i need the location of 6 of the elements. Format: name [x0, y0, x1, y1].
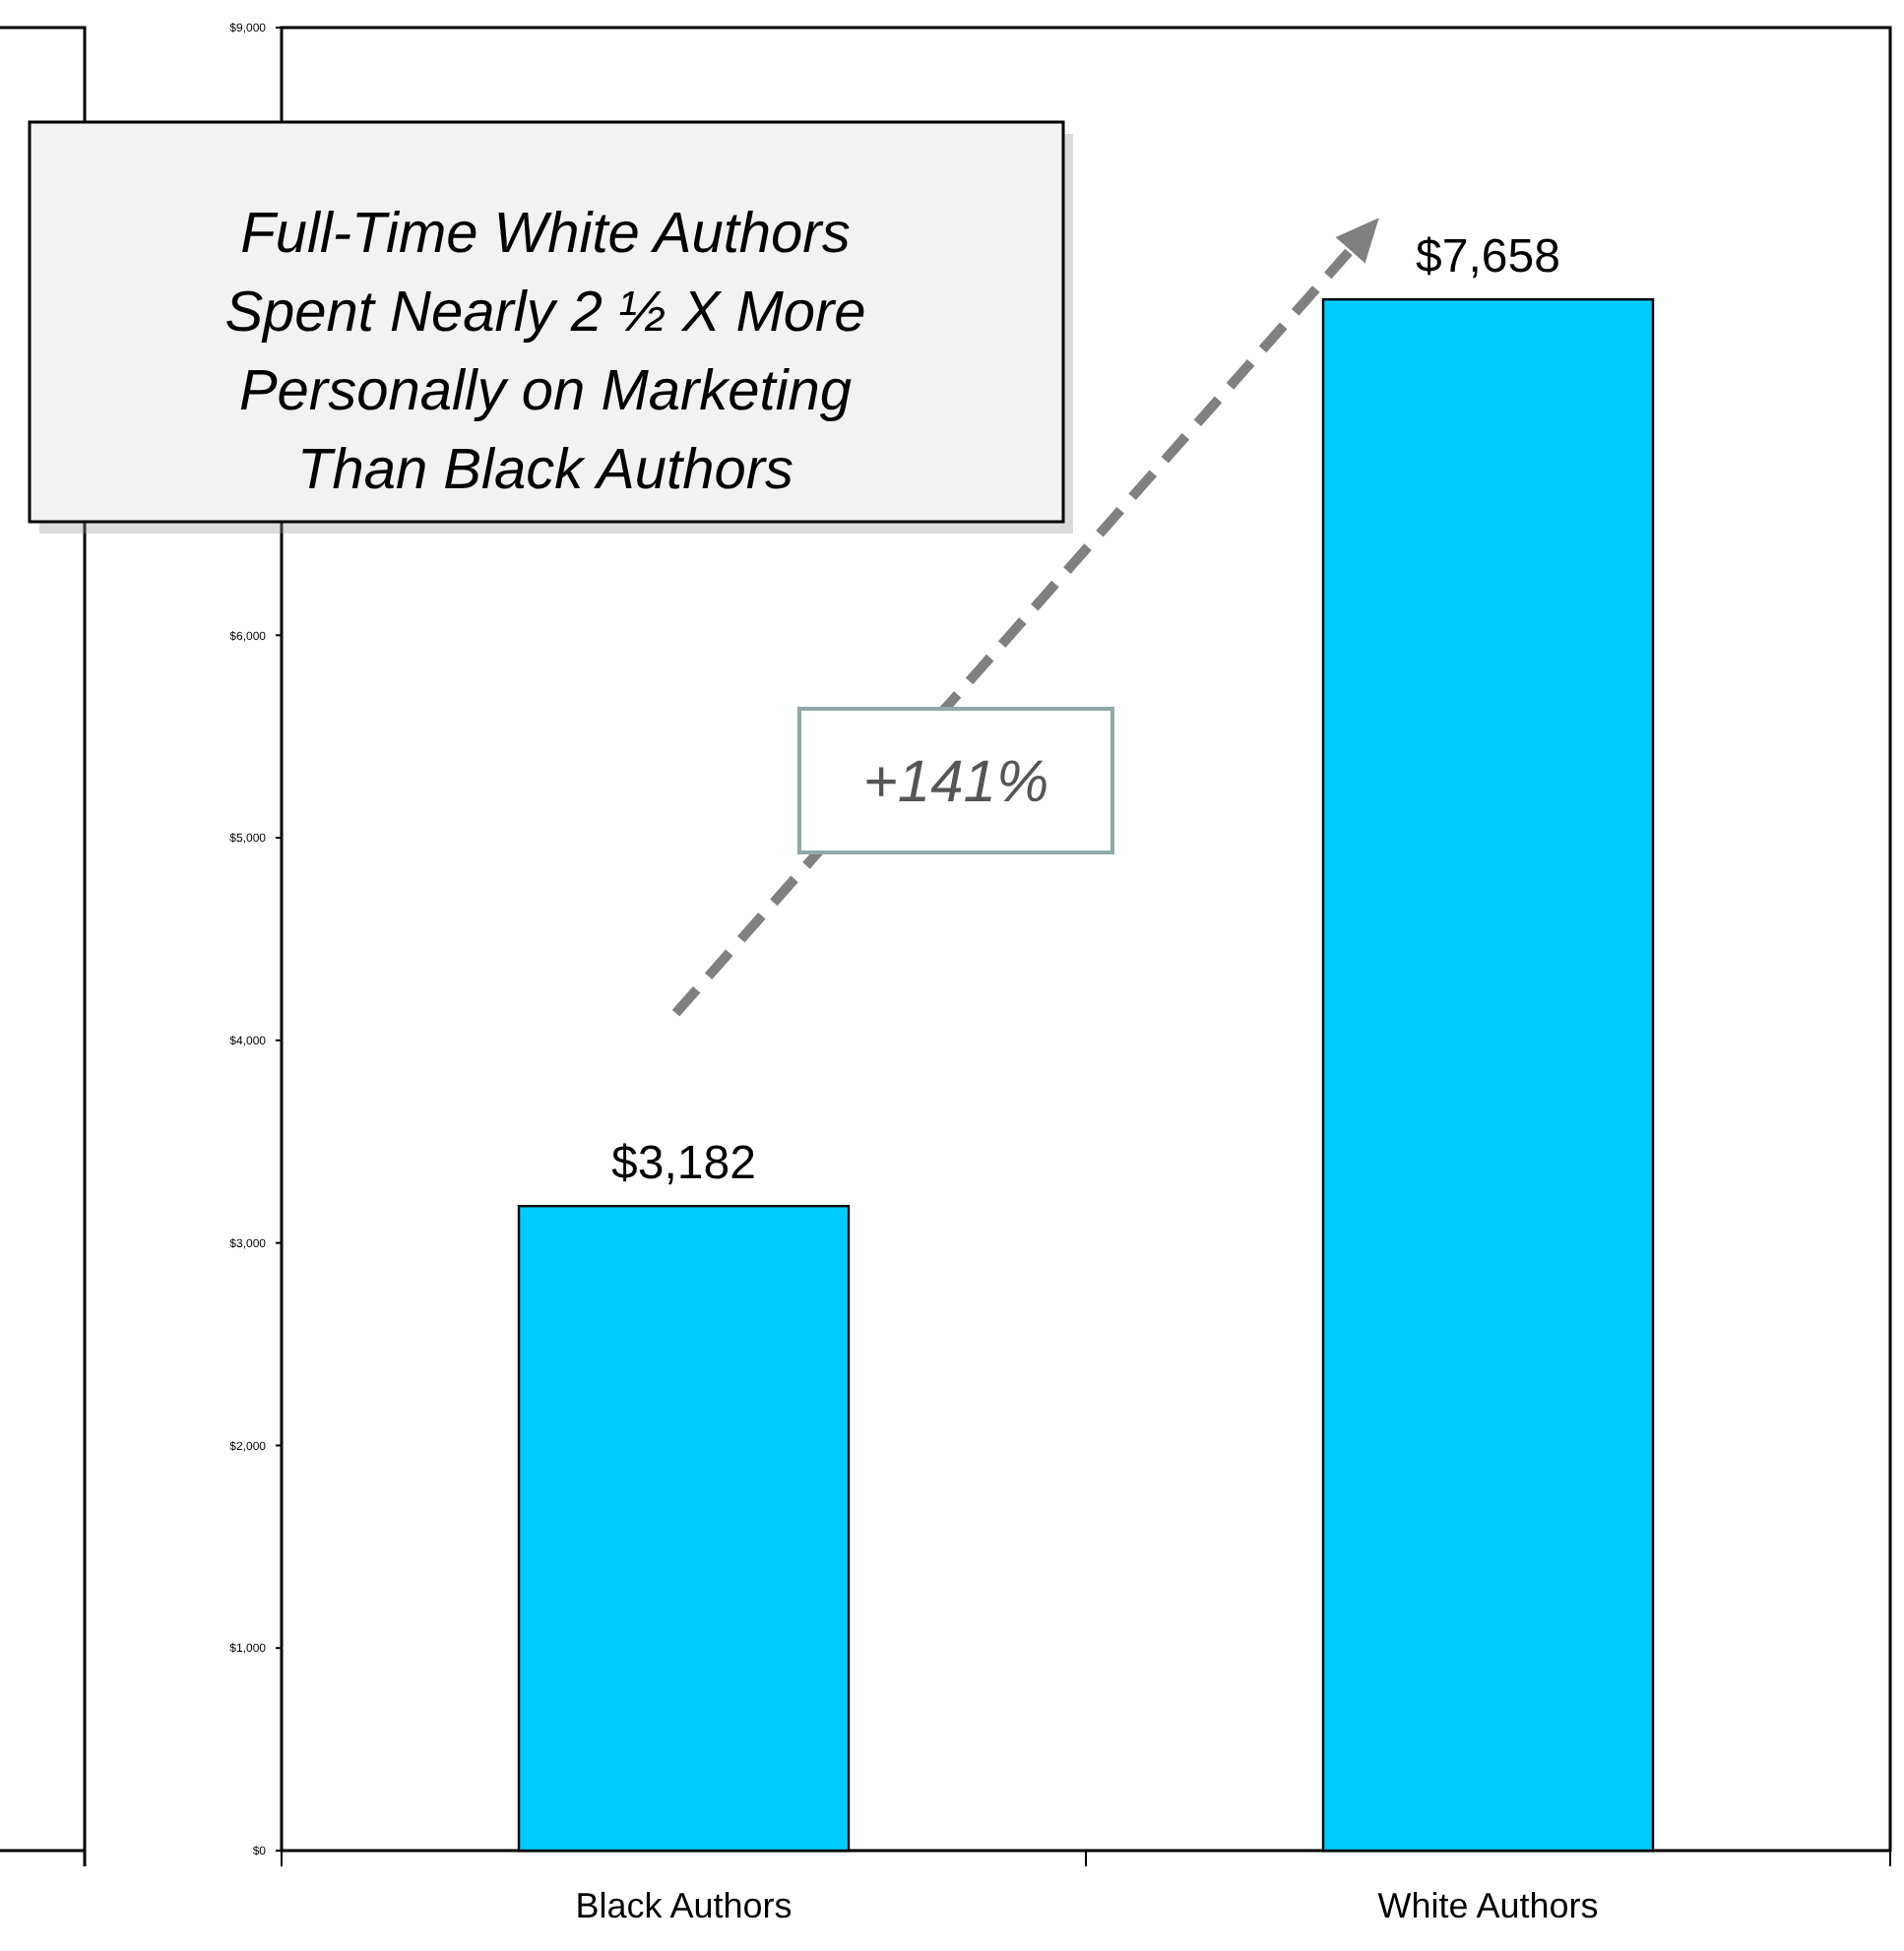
annotation: Full-Time White Authors Spent Nearly 2 ½ X More Personally on Marketing Than Black Authors [224, 203, 866, 502]
x-tick-label: Black Authors [575, 1886, 793, 1925]
x-tick-label: White Authors [1377, 1886, 1599, 1925]
data-label: $3,182 [611, 1137, 756, 1191]
data-label: $7,658 [1416, 230, 1560, 284]
annotation: +141% [862, 750, 1049, 815]
